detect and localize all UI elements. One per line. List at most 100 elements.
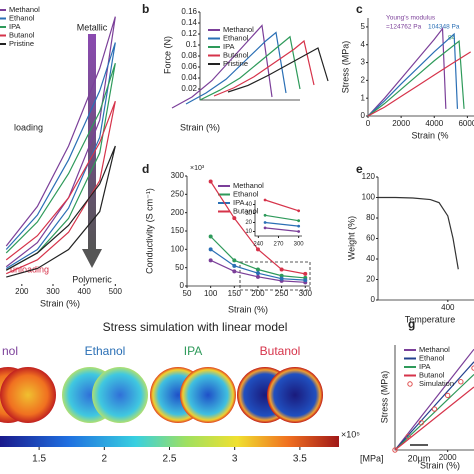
- y-tick-label: 60: [366, 234, 375, 243]
- point: [297, 219, 301, 223]
- y-tick-label: 0.16: [181, 7, 197, 16]
- point: [232, 216, 237, 221]
- x-tick-label: 300: [294, 242, 305, 248]
- x-tick-label: 300: [46, 287, 60, 296]
- y-tick-label: 0.14: [181, 18, 197, 27]
- y-axis-label: Conductivity (S cm⁻¹): [144, 188, 154, 274]
- simulation-maps: [0, 367, 323, 423]
- legend-marker: [407, 381, 413, 387]
- point: [232, 258, 237, 263]
- point: [263, 221, 267, 224]
- y-tick-label: 250: [171, 189, 185, 198]
- legend-label: Pristine: [9, 39, 34, 48]
- y-axis-label: Stress (MPa): [340, 41, 350, 94]
- x-tick-label: 50: [183, 289, 192, 298]
- y-tick-label: 20: [366, 275, 375, 284]
- y-tick-label: 1: [361, 93, 366, 102]
- series-line: [378, 196, 459, 270]
- annotation: 104348 Pa: [428, 24, 460, 31]
- x-tick-label: 4000: [425, 119, 443, 128]
- x-tick-label: 500: [109, 287, 123, 296]
- series-line: [367, 32, 459, 117]
- series-line: [227, 47, 329, 93]
- series-line: [394, 386, 474, 451]
- series-line: [394, 348, 474, 451]
- panel-label: e: [356, 162, 363, 176]
- x-tick-label: 2000: [392, 119, 410, 128]
- x-tick-label: 400: [77, 287, 91, 296]
- x-tick-label: 400: [441, 303, 455, 312]
- annotation: 84: [448, 35, 456, 42]
- y-tick-label: 40: [245, 202, 252, 208]
- annotation: unloading: [10, 264, 49, 274]
- y-tick-label: 150: [171, 226, 185, 235]
- point: [208, 234, 213, 239]
- legend-label: Ethanol: [419, 353, 445, 362]
- x-axis-label: Strain (%): [228, 304, 268, 314]
- series-line: [264, 214, 299, 222]
- legend-label: Ethanol: [223, 33, 249, 42]
- legend-label: Butanol: [223, 50, 249, 59]
- y-axis-label: Force (N): [162, 36, 172, 74]
- colorbar-tick-label: 1.5: [32, 454, 46, 465]
- legend-label: Ethanol: [233, 189, 259, 198]
- y-tick-label: 50: [175, 263, 184, 272]
- series-line: [171, 24, 273, 109]
- x-tick-label: 100: [204, 289, 218, 298]
- legend-label: Butanol: [233, 206, 259, 215]
- y-tick-label: 100: [362, 193, 376, 202]
- panel-label: b: [142, 2, 149, 16]
- point: [297, 209, 301, 213]
- point: [279, 276, 284, 281]
- point: [279, 267, 284, 272]
- colorbar-tick-label: 3.5: [293, 454, 307, 465]
- y-tick-label: 200: [171, 208, 185, 217]
- y-tick-label: 20: [245, 220, 252, 226]
- x-axis-label: Strain (%): [40, 298, 80, 308]
- y-tick-label: 3: [361, 58, 366, 67]
- y-tick-label: 120: [362, 172, 376, 181]
- point: [208, 179, 213, 184]
- y-tick-label: 40: [366, 254, 375, 263]
- series-line: [367, 39, 465, 117]
- series-line: [264, 199, 299, 212]
- point: [255, 271, 260, 276]
- y-tick-label: 100: [171, 244, 185, 253]
- point: [255, 267, 260, 272]
- panel-label: c: [356, 2, 363, 16]
- y-axis-label: Stress (MPa): [379, 371, 389, 424]
- legend-label: IPA: [9, 22, 21, 31]
- point: [263, 198, 267, 202]
- series-line: [5, 100, 116, 275]
- y-tick-label: 4: [361, 40, 366, 49]
- y-tick-label: 30: [245, 211, 252, 217]
- series-line: [394, 361, 474, 451]
- point: [263, 226, 267, 230]
- x-axis-label: Temperature: [405, 314, 456, 324]
- legend-label: Methanol: [419, 345, 450, 354]
- point: [232, 263, 237, 268]
- point: [208, 258, 213, 263]
- point: [444, 392, 451, 399]
- axis: [254, 200, 302, 237]
- x-axis-label: Strain (%): [180, 122, 220, 132]
- y-tick-label: 0.12: [181, 29, 197, 38]
- x-tick-label: 270: [273, 242, 284, 248]
- y-tick-label: 80: [366, 213, 375, 222]
- panel-label: g: [408, 317, 415, 331]
- y-tick-label: 2: [361, 75, 366, 84]
- legend-label: Butanol: [9, 30, 35, 39]
- panel-label: d: [142, 162, 149, 176]
- x-axis-label: Strain (%: [411, 130, 448, 140]
- point: [431, 406, 438, 412]
- annotation: =124762 Pa: [386, 24, 422, 31]
- colorbar: [0, 436, 339, 447]
- legend-label: Simulation: [419, 379, 454, 388]
- point: [303, 271, 308, 276]
- scale-bar-label: 20μm: [408, 453, 431, 463]
- series-line: [5, 42, 116, 269]
- colorbar-tick-label: 2: [102, 454, 108, 465]
- series-line: [5, 63, 116, 271]
- series-line: [394, 373, 474, 451]
